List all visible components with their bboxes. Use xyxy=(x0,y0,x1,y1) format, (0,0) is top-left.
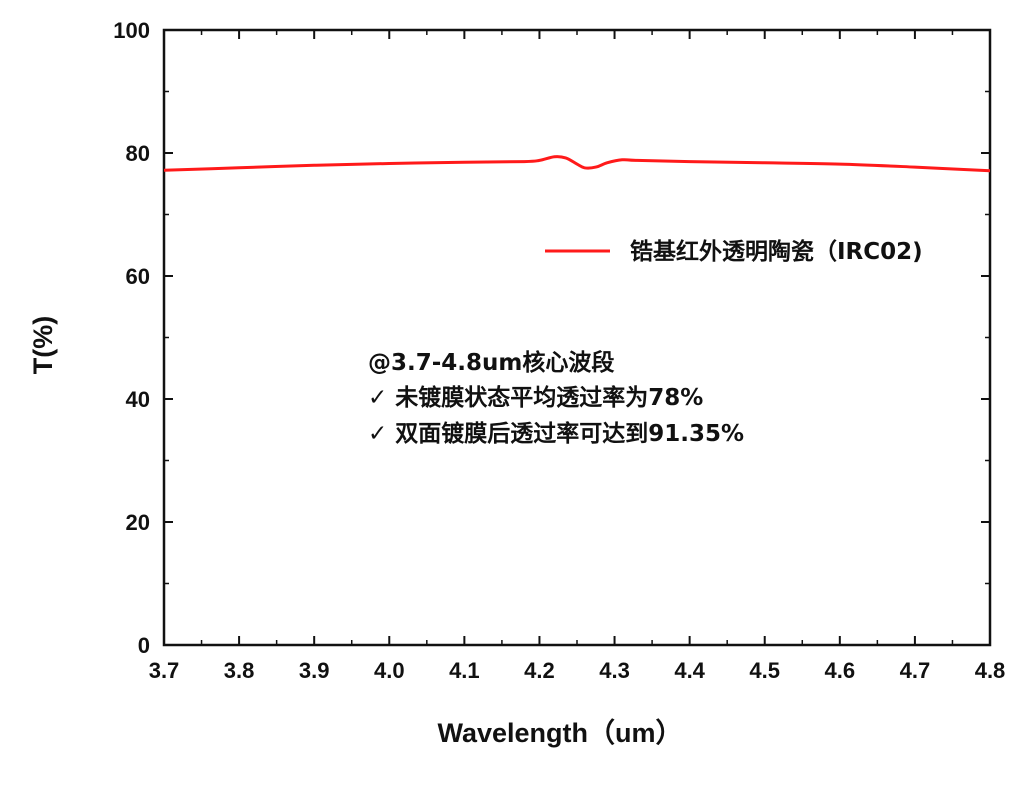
y-axis-ticks xyxy=(164,29,990,646)
annotation-uncoated: ✓ 未镀膜状态平均透过率为78% xyxy=(368,384,703,411)
x-axis-ticks xyxy=(163,30,991,645)
x-tick-label: 4.2 xyxy=(524,658,555,683)
plot-frame xyxy=(162,28,992,647)
x-tick-label: 4.5 xyxy=(749,658,780,683)
x-axis-title: Wavelength（um） xyxy=(437,718,682,748)
annotation-block: @3.7-4.8um核心波段 ✓ 未镀膜状态平均透过率为78% ✓ 双面镀膜后透… xyxy=(368,349,744,447)
y-axis-tick-labels: 0 20 40 60 80 100 xyxy=(113,18,150,658)
y-tick-label: 80 xyxy=(126,141,150,166)
x-tick-label: 3.7 xyxy=(149,658,180,683)
x-tick-label: 3.9 xyxy=(299,658,330,683)
x-tick-label: 4.3 xyxy=(599,658,630,683)
x-tick-label: 4.6 xyxy=(825,658,856,683)
x-tick-label: 3.8 xyxy=(224,658,255,683)
plot-border xyxy=(162,28,992,647)
x-tick-label: 4.0 xyxy=(374,658,405,683)
y-tick-label: 20 xyxy=(126,510,150,535)
y-tick-label: 0 xyxy=(138,633,150,658)
y-axis-title: T(%) xyxy=(28,316,58,374)
series-layer xyxy=(163,155,991,173)
y-tick-label: 60 xyxy=(126,264,150,289)
annotation-band: @3.7-4.8um核心波段 xyxy=(368,349,614,376)
annotation-coated: ✓ 双面镀膜后透过率可达到91.35% xyxy=(368,420,744,447)
x-tick-label: 4.7 xyxy=(900,658,931,683)
x-tick-label: 4.8 xyxy=(975,658,1006,683)
legend: 锆基红外透明陶瓷（IRC02) xyxy=(545,238,923,265)
series-line xyxy=(163,155,991,173)
legend-label: 锆基红外透明陶瓷（IRC02) xyxy=(630,238,923,265)
x-tick-label: 4.4 xyxy=(674,658,705,683)
x-tick-label: 4.1 xyxy=(449,658,480,683)
y-tick-label: 100 xyxy=(113,18,150,43)
y-tick-label: 40 xyxy=(126,387,150,412)
x-axis-tick-labels: 3.7 3.8 3.9 4.0 4.1 4.2 4.3 4.4 4.5 4.6 4.7 4.8 xyxy=(149,658,1006,683)
